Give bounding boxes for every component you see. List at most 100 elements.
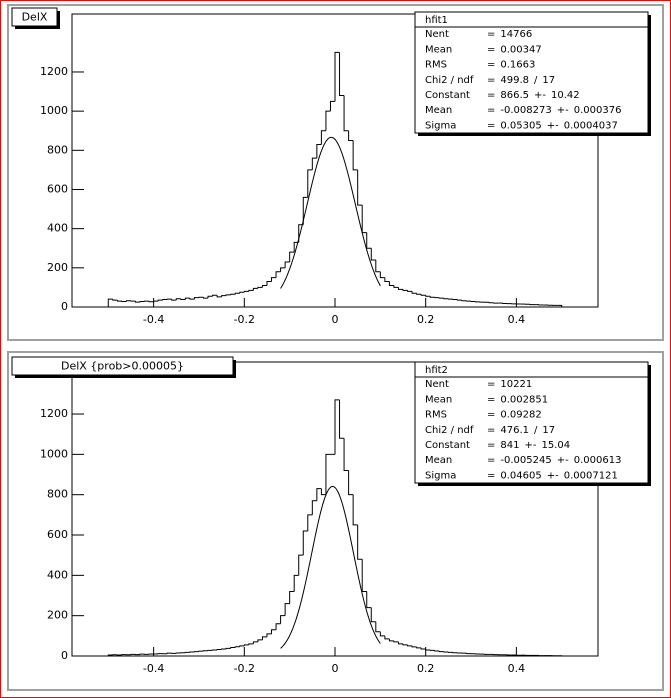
histogram-bin xyxy=(239,291,245,294)
histogram-bin xyxy=(388,638,394,642)
x-tick-label: 0.4 xyxy=(508,313,526,326)
chart-title: DelX xyxy=(22,11,48,24)
stats-row: Mean = 0.00347 xyxy=(425,44,542,55)
stats-text: = xyxy=(487,394,495,405)
histogram-bin xyxy=(434,650,440,652)
histogram-bin xyxy=(298,554,304,576)
y-tick-label: 1000 xyxy=(40,104,68,117)
stats-text: = xyxy=(487,440,495,451)
stats-text: = xyxy=(487,44,495,55)
x-tick-label: 0 xyxy=(332,313,339,326)
stats-text: / xyxy=(534,75,538,86)
histogram-bin xyxy=(261,284,267,288)
stats-text: RMS xyxy=(425,410,447,421)
x-tick-label: 0.4 xyxy=(508,662,526,675)
histogram-bin xyxy=(379,631,385,637)
stats-text: Chi2 / ndf xyxy=(425,75,474,86)
histogram-bin xyxy=(407,290,413,292)
histogram-bin xyxy=(162,299,168,301)
y-tick-label: 200 xyxy=(47,261,68,274)
histogram-bin xyxy=(352,140,358,171)
stats-text: 15.04 xyxy=(541,440,570,451)
histogram-bin xyxy=(248,643,254,645)
histogram-bin xyxy=(429,296,435,298)
histogram-bin xyxy=(384,635,390,640)
histogram-bin xyxy=(334,51,340,102)
histogram-bin xyxy=(397,641,404,645)
stats-text: = xyxy=(487,75,495,86)
histogram-bin xyxy=(402,643,408,646)
histogram-bin xyxy=(225,294,231,296)
histogram-bin xyxy=(339,52,345,96)
stats-text: = xyxy=(487,410,495,421)
x-tick-label: -0.2 xyxy=(234,662,255,675)
histogram-bin xyxy=(171,299,177,301)
title-box xyxy=(11,7,58,27)
histogram-bin xyxy=(289,251,295,262)
histogram-bin xyxy=(184,297,190,300)
histogram-bin xyxy=(461,300,467,302)
stats-text: +- xyxy=(524,440,536,451)
histogram-bin xyxy=(348,470,354,496)
y-tick-label: 600 xyxy=(47,182,68,195)
histogram-bin xyxy=(271,277,277,282)
stats-text: 0.05305 xyxy=(500,120,541,131)
y-tick-label: 200 xyxy=(47,609,68,622)
stats-text: = xyxy=(487,90,495,101)
stats-row: Nent = 14766 xyxy=(425,29,532,40)
histogram-bin xyxy=(375,621,381,633)
histogram-bin xyxy=(266,281,272,286)
histogram-bin xyxy=(289,590,295,604)
histogram-bin xyxy=(239,645,245,647)
stats-row: Constant = 841 +- 15.04 xyxy=(425,440,570,451)
histogram-bin xyxy=(280,615,286,624)
stats-text: = xyxy=(487,455,495,466)
histogram-bin xyxy=(420,294,426,296)
stats-box xyxy=(414,361,649,484)
histogram-bin xyxy=(407,644,413,647)
histogram-bin xyxy=(325,453,331,495)
histogram-bin xyxy=(388,281,394,286)
histogram-bin xyxy=(293,574,299,592)
histogram-bin xyxy=(443,298,449,300)
histogram-bin xyxy=(252,641,258,644)
histogram-bin xyxy=(157,299,163,302)
histogram-bin xyxy=(298,224,304,243)
stats-text: = xyxy=(487,60,495,71)
histogram-bin xyxy=(311,157,317,170)
stats-text: RMS xyxy=(425,60,447,71)
stats-text: Chi2 / ndf xyxy=(425,425,474,436)
stats-row: RMS = 0.09282 xyxy=(425,410,542,421)
histogram-bin xyxy=(207,295,213,299)
histogram-bin xyxy=(243,644,249,646)
histogram-bin xyxy=(438,297,444,299)
histogram-bin xyxy=(316,143,322,159)
histogram-bin xyxy=(166,652,172,654)
stats-row: Mean = -0.005245 +- 0.000613 xyxy=(425,455,621,466)
histogram-bin xyxy=(280,267,286,272)
histogram-bin xyxy=(134,301,141,303)
y-tick-label: 1000 xyxy=(40,447,68,460)
histogram-bin xyxy=(379,271,385,279)
histogram-bin xyxy=(384,277,390,283)
stats-row: Mean = 0.002851 xyxy=(425,394,548,405)
stats-text: +- xyxy=(534,90,546,101)
histogram-bin xyxy=(221,295,227,297)
histogram-bin xyxy=(370,607,376,623)
stats-text: +- xyxy=(557,455,569,466)
histogram-bin xyxy=(411,645,417,648)
histogram-bin xyxy=(275,271,281,278)
y-tick-label: 800 xyxy=(47,143,68,156)
stats-text: 17 xyxy=(542,75,555,86)
histogram-bin xyxy=(284,261,290,268)
histogram-bin xyxy=(212,294,218,297)
stats-text: Constant xyxy=(425,90,470,101)
stats-text: +- xyxy=(547,120,559,131)
stats-row: RMS = 0.1663 xyxy=(425,60,535,71)
stats-text: 0.04605 xyxy=(500,470,541,481)
histogram-bin xyxy=(230,293,236,295)
histogram-bin xyxy=(234,292,240,295)
stats-text: Constant xyxy=(425,440,470,451)
histogram-bin xyxy=(234,646,240,648)
histogram-bin xyxy=(320,488,326,496)
